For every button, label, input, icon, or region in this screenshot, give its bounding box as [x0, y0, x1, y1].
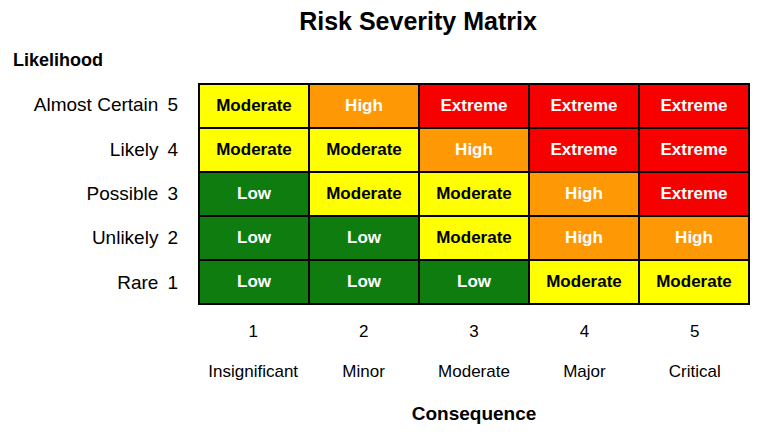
likelihood-number: 4: [167, 139, 178, 161]
likelihood-number: 5: [167, 94, 178, 116]
matrix-cell-l5-c3: Extreme: [420, 85, 528, 127]
likelihood-number: 1: [167, 272, 178, 294]
consequence-number-4: 4: [529, 322, 639, 342]
consequence-axis-label: Consequence: [198, 403, 750, 425]
matrix-cell-l5-c2: High: [310, 85, 418, 127]
matrix-cell-l5-c5: Extreme: [640, 85, 748, 127]
matrix-cell-l2-c5: High: [640, 217, 748, 259]
likelihood-row-label-5: Almost Certain 5: [0, 83, 198, 127]
matrix-cell-l4-c3: High: [420, 129, 528, 171]
matrix-cell-l2-c3: Moderate: [420, 217, 528, 259]
consequence-number-1: 1: [198, 322, 308, 342]
likelihood-levels: Almost Certain 5 Likely 4 Possible 3 Unlikely 2…: [0, 83, 198, 305]
matrix-cell-l2-c4: High: [530, 217, 638, 259]
likelihood-name: Possible: [87, 183, 159, 205]
matrix-cell-l3-c5: Extreme: [640, 173, 748, 215]
likelihood-row-label-4: Likely 4: [0, 127, 198, 171]
consequence-name-4: Major: [529, 362, 639, 382]
consequence-number-3: 3: [419, 322, 529, 342]
matrix-cell-l5-c1: Moderate: [200, 85, 308, 127]
likelihood-row-label-1: Rare 1: [0, 261, 198, 305]
consequence-name-3: Moderate: [419, 362, 529, 382]
consequence-name-2: Minor: [308, 362, 418, 382]
matrix-cell-l1-c5: Moderate: [640, 261, 748, 303]
likelihood-row-label-3: Possible 3: [0, 172, 198, 216]
risk-matrix-figure: Risk Severity Matrix Likelihood Almost C…: [0, 0, 768, 440]
matrix-cell-l4-c2: Moderate: [310, 129, 418, 171]
matrix-cell-l4-c4: Extreme: [530, 129, 638, 171]
likelihood-row-label-2: Unlikely 2: [0, 216, 198, 260]
consequence-number-5: 5: [640, 322, 750, 342]
matrix-cell-l2-c1: Low: [200, 217, 308, 259]
chart-title: Risk Severity Matrix: [98, 7, 738, 36]
likelihood-name: Unlikely: [92, 227, 159, 249]
risk-matrix-grid: ModerateHighExtremeExtremeExtremeModerat…: [198, 83, 750, 305]
matrix-cell-l1-c2: Low: [310, 261, 418, 303]
likelihood-name: Likely: [110, 139, 159, 161]
matrix-cell-l3-c4: High: [530, 173, 638, 215]
matrix-cell-l2-c2: Low: [310, 217, 418, 259]
consequence-name-1: Insignificant: [198, 362, 308, 382]
matrix-cell-l4-c1: Moderate: [200, 129, 308, 171]
likelihood-name: Rare: [117, 272, 158, 294]
likelihood-axis-label: Likelihood: [13, 50, 103, 71]
matrix-cell-l1-c4: Moderate: [530, 261, 638, 303]
likelihood-number: 3: [167, 183, 178, 205]
matrix-cell-l1-c1: Low: [200, 261, 308, 303]
likelihood-name: Almost Certain: [34, 94, 159, 116]
consequence-number-2: 2: [308, 322, 418, 342]
consequence-labels: InsignificantMinorModerateMajorCritical: [198, 362, 750, 382]
matrix-cell-l3-c1: Low: [200, 173, 308, 215]
matrix-cell-l1-c3: Low: [420, 261, 528, 303]
matrix-cell-l3-c2: Moderate: [310, 173, 418, 215]
matrix-cell-l3-c3: Moderate: [420, 173, 528, 215]
matrix-cell-l4-c5: Extreme: [640, 129, 748, 171]
likelihood-number: 2: [167, 227, 178, 249]
consequence-values: 12345: [198, 322, 750, 342]
consequence-name-5: Critical: [640, 362, 750, 382]
matrix-cell-l5-c4: Extreme: [530, 85, 638, 127]
